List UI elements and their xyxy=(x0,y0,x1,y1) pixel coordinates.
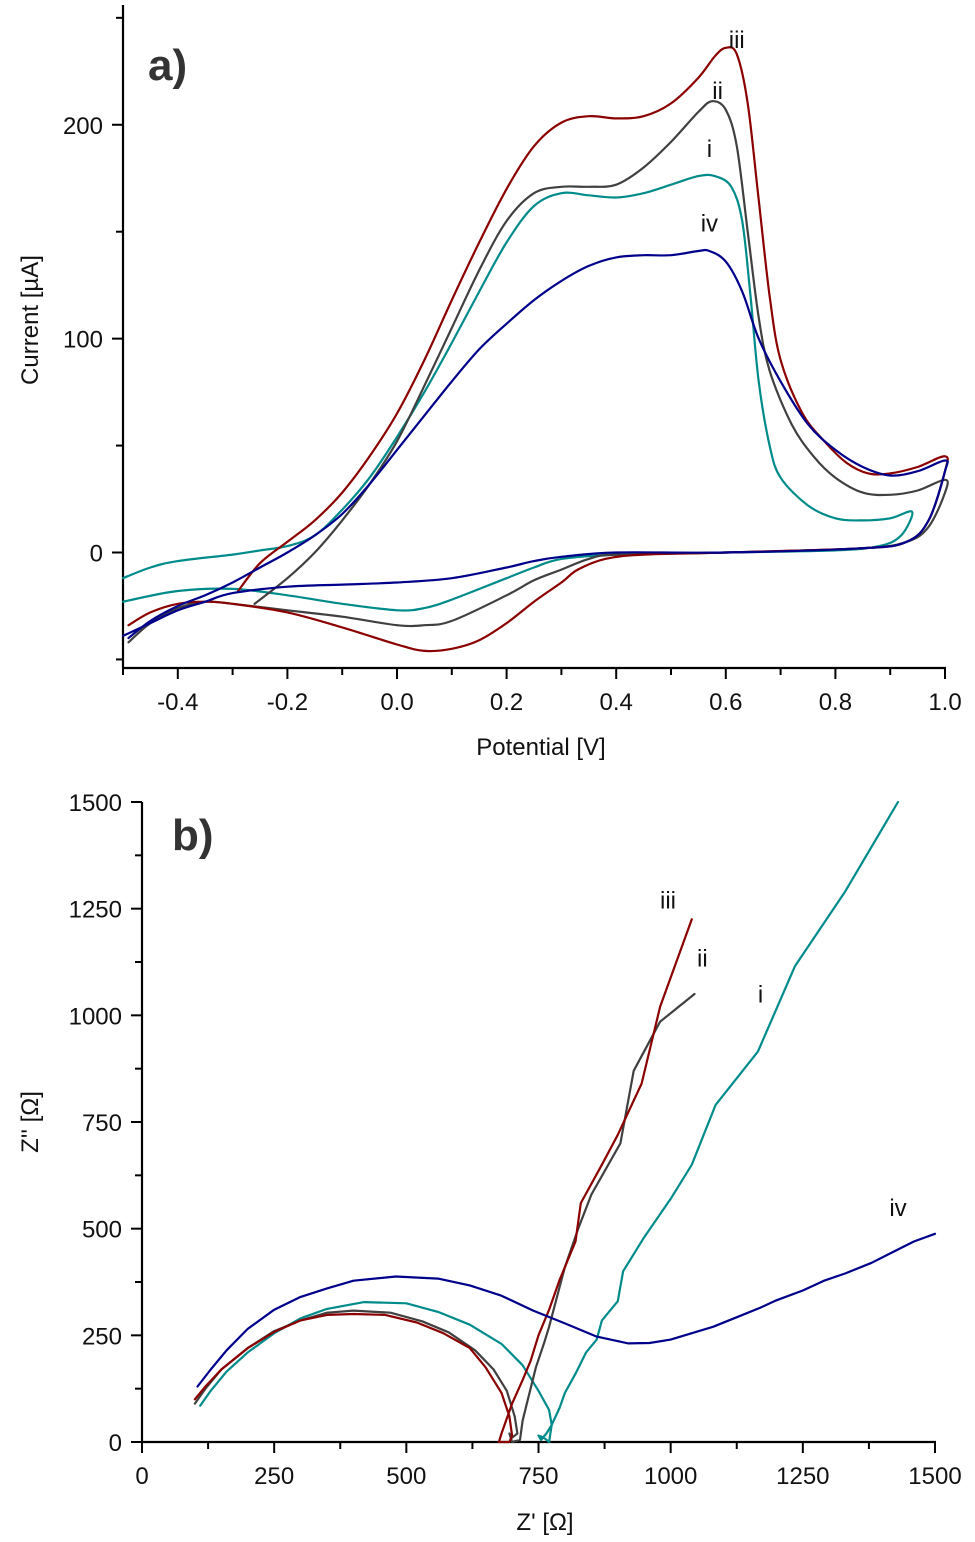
eis-x-tick-label: 750 xyxy=(518,1463,558,1490)
cv-y-tick-label: 0 xyxy=(90,541,103,568)
cv-x-tick-label: 0.6 xyxy=(709,689,742,716)
eis-x-axis-title: Z' [Ω] xyxy=(516,1509,573,1536)
cv-curve-label-i: i xyxy=(707,136,712,163)
eis-y-tick-label: 750 xyxy=(82,1110,122,1137)
cv-series-ii xyxy=(127,100,949,644)
eis-y-axis-title: Z'' [Ω] xyxy=(17,1091,44,1153)
eis-x-tick-label: 250 xyxy=(254,1463,294,1490)
eis-series-iii xyxy=(193,918,693,1444)
eis-y-tick-label: 250 xyxy=(82,1323,122,1350)
cv-curve-label-iv: iv xyxy=(701,211,718,238)
eis-series-iv xyxy=(196,1232,937,1388)
eis-x-tick-label: 1000 xyxy=(644,1463,697,1490)
cv-x-tick-label: -0.2 xyxy=(267,689,308,716)
eis-y-tick-label: 1500 xyxy=(69,790,122,817)
cv-x-tick-label: 0.4 xyxy=(600,689,633,716)
cv-curve-label-iii: iii xyxy=(729,27,745,54)
eis-y-tick-label: 1000 xyxy=(69,1003,122,1030)
eis-curve-label-i: i xyxy=(758,982,763,1009)
cv-series-iv xyxy=(121,248,949,640)
eis-curve-label-iii: iii xyxy=(660,888,676,915)
eis-curve-label-ii: ii xyxy=(697,945,708,972)
cv-y-tick-label: 200 xyxy=(63,113,103,140)
cv-series-i xyxy=(121,173,914,612)
eis-y-tick-label: 1250 xyxy=(69,897,122,924)
eis-x-tick-label: 500 xyxy=(386,1463,426,1490)
eis-series-ii xyxy=(193,992,696,1444)
cv-x-tick-label: 0.8 xyxy=(819,689,852,716)
cv-x-tick-label: 0.2 xyxy=(490,689,523,716)
eis-x-tick-label: 0 xyxy=(135,1463,148,1490)
panel-label-a: a) xyxy=(148,41,187,90)
eis-series-i xyxy=(199,800,900,1444)
eis-y-tick-label: 0 xyxy=(109,1430,122,1457)
eis-x-tick-label: 1250 xyxy=(776,1463,829,1490)
nyquist-panel: 0 250 500 750 1000 1250 1500 0 250 500 750 1000 1250… xyxy=(17,790,962,1536)
cv-y-axis-title: Current [µA] xyxy=(17,255,44,385)
eis-y-tick-label: 500 xyxy=(82,1217,122,1244)
eis-x-tick-label: 1500 xyxy=(908,1463,961,1490)
cv-series-iii xyxy=(127,46,949,653)
cv-x-tick-label: -0.4 xyxy=(157,689,198,716)
cv-curve-label-ii: ii xyxy=(712,78,723,105)
panel-label-b: b) xyxy=(172,811,214,860)
cv-x-tick-label: 1.0 xyxy=(928,689,961,716)
cv-x-tick-label: 0.0 xyxy=(380,689,413,716)
eis-curve-label-iv: iv xyxy=(889,1195,906,1222)
cv-y-tick-label: 100 xyxy=(63,327,103,354)
cv-x-axis-title: Potential [V] xyxy=(476,734,605,761)
